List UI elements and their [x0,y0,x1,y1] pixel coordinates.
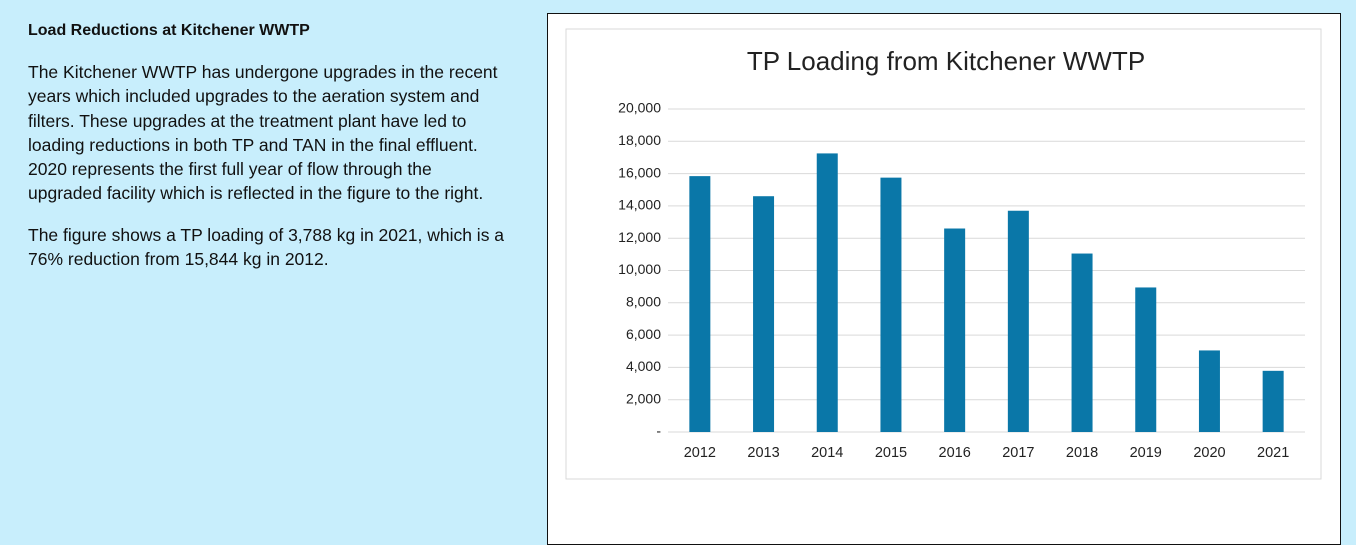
bar [1071,253,1093,432]
x-tick-label: 2016 [939,445,971,461]
y-tick-label: 8,000 [626,294,661,310]
y-tick-label: 4,000 [626,358,661,374]
bar [689,176,711,432]
x-tick-label: 2018 [1066,445,1098,461]
bar [1135,287,1157,432]
chart-title: TP Loading from Kitchener WWTP [747,46,1145,76]
y-tick-label: 18,000 [618,132,661,148]
x-tick-label: 2021 [1257,445,1289,461]
bar [816,153,838,432]
y-tick-label: 16,000 [618,164,661,180]
text-panel: Load Reductions at Kitchener WWTP The Ki… [28,22,506,288]
bar [1262,370,1284,432]
x-tick-label: 2019 [1130,445,1162,461]
y-tick-label: - [656,423,661,439]
y-tick-label: 6,000 [626,326,661,342]
bar [880,177,902,432]
x-tick-label: 2015 [875,445,907,461]
paragraph: The Kitchener WWTP has undergone upgrade… [28,62,498,204]
y-tick-label: 12,000 [618,229,661,245]
heading: Load Reductions at Kitchener WWTP [28,22,310,39]
y-tick-label: 14,000 [618,197,661,213]
chart: TP Loading from Kitchener WWTP - 2,000 4,0… [565,28,1322,480]
bar [1198,350,1220,432]
bar [753,196,775,432]
chart-box: TP Loading from Kitchener WWTP - 2,000 4,0… [547,13,1341,545]
bar [944,228,966,432]
x-tick-label: 2014 [811,445,843,461]
y-tick-label: 10,000 [618,261,661,277]
x-tick-label: 2012 [684,445,716,461]
x-tick-label: 2013 [747,445,779,461]
y-tick-label: 2,000 [626,390,661,406]
bar [1007,210,1029,432]
x-tick-label: 2020 [1193,445,1225,461]
x-tick-label: 2017 [1002,445,1034,461]
y-tick-label: 20,000 [618,100,661,116]
paragraph: The figure shows a TP loading of 3,788 k… [28,224,505,270]
